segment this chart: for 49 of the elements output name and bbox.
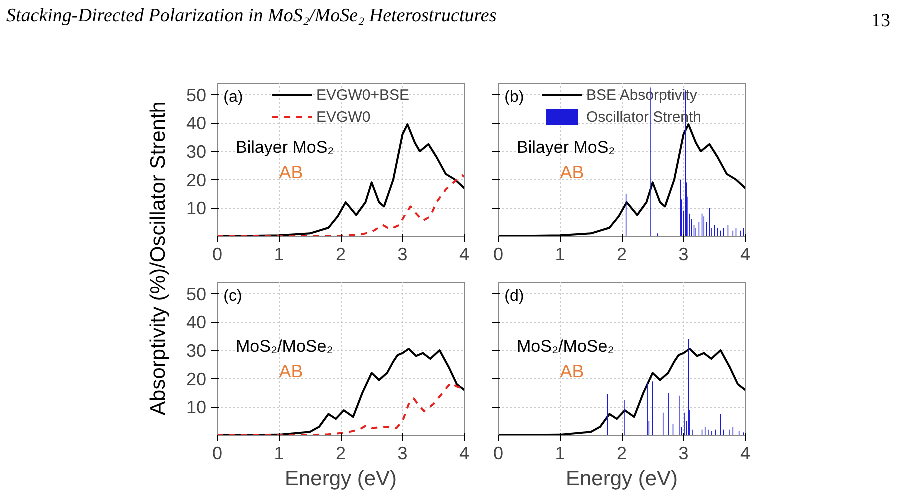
x-tick-label: 1	[555, 244, 566, 264]
x-axis-title: Energy (eV)	[566, 468, 678, 490]
x-tick-label: 2	[336, 244, 346, 264]
y-tick-label: 20	[186, 170, 207, 190]
annotation: (c)	[224, 288, 242, 306]
y-tick-label: 20	[186, 369, 207, 390]
x-tick-label: 4	[459, 444, 470, 464]
annotation: AB	[560, 362, 584, 382]
y-tick-label: 10	[186, 398, 207, 418]
x-tick-label: 2	[336, 444, 346, 464]
annotation: (b)	[504, 89, 524, 106]
y-tick-label: 50	[186, 284, 207, 304]
x-tick-label: 3	[398, 244, 408, 264]
x-tick-label: 0	[212, 444, 223, 464]
annotation: AB	[560, 162, 584, 183]
x-tick-label: 3	[678, 444, 689, 464]
y-tick-label: 50	[186, 85, 207, 106]
x-tick-label: 0	[493, 244, 504, 264]
x-tick-label: 1	[274, 444, 284, 464]
x-tick-label: 2	[616, 444, 628, 464]
text: Stacking-Directed Polarization in MoS₂/MoSe₂ Heterostructures	[6, 6, 497, 26]
x-tick-label: 4	[740, 444, 751, 464]
y-tick-label: 40	[186, 312, 207, 333]
x-tick-label: 0	[493, 444, 504, 464]
annotation: MoS₂/MoSe₂	[236, 337, 334, 356]
y-tick-label: 10	[186, 198, 207, 219]
x-tick-label: 1	[274, 244, 284, 264]
annotation: (d)	[504, 288, 524, 306]
text: 13	[872, 10, 890, 32]
legend-label: EVGW0+BSE	[316, 86, 410, 104]
x-tick-label: 3	[398, 444, 408, 464]
annotation: Bilayer MoS₂	[517, 138, 616, 158]
annotation: Bilayer MoS₂	[236, 138, 334, 158]
annotation: AB	[279, 162, 304, 183]
y-tick-label: 40	[186, 114, 207, 134]
x-tick-label: 2	[616, 244, 628, 264]
y-tick-label: 30	[186, 341, 207, 361]
y-tick-label: 30	[186, 142, 207, 162]
annotation: (a)	[224, 89, 244, 106]
legend-label: EVGW0	[316, 108, 371, 126]
annotation: AB	[279, 362, 304, 382]
x-tick-label: 3	[678, 244, 689, 264]
x-tick-label: 4	[740, 244, 751, 264]
x-tick-label: 1	[555, 444, 566, 464]
x-tick-label: 4	[459, 244, 470, 264]
x-tick-label: 0	[212, 244, 223, 264]
y-axis-title: Absorptivity (%)/Oscillator Strenth	[147, 102, 170, 416]
annotation: MoS₂/MoSe₂	[517, 337, 614, 356]
x-axis-title: Energy (eV)	[284, 468, 398, 490]
